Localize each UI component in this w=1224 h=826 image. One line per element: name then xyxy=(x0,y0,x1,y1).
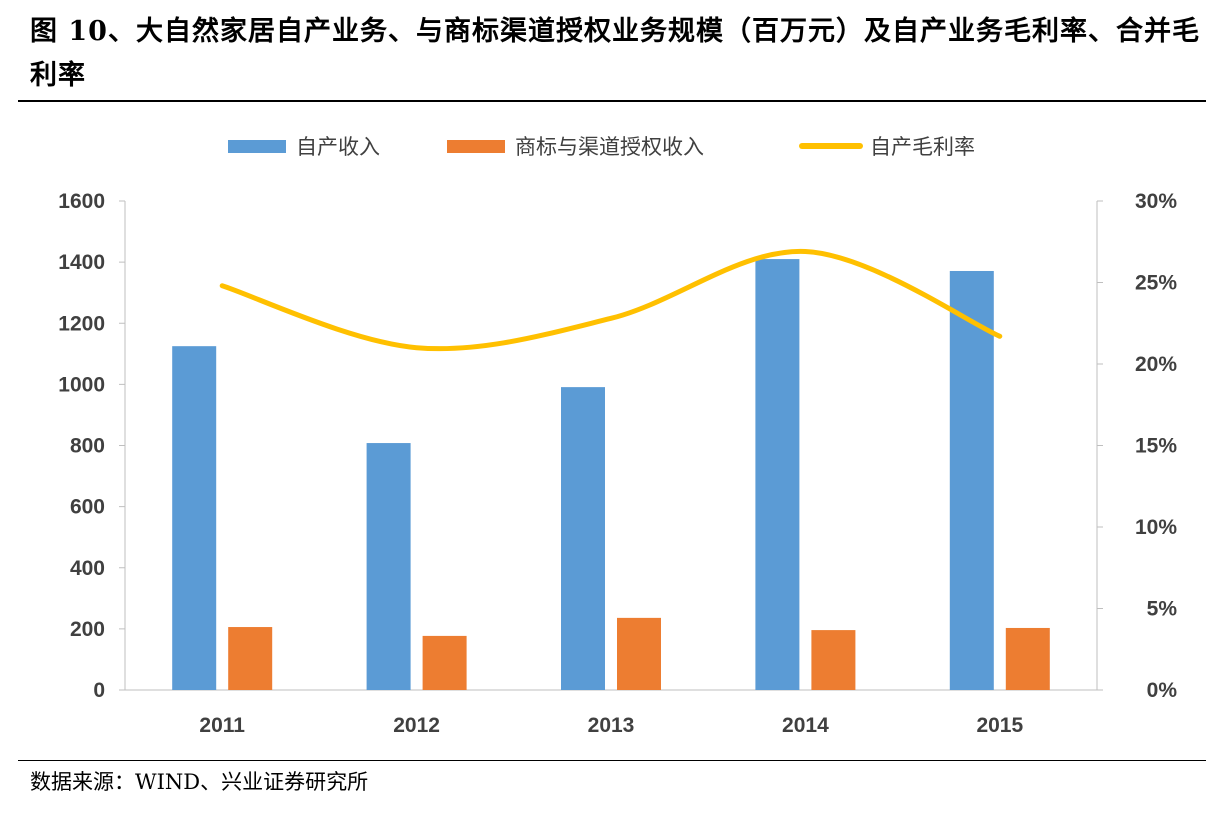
bar-self-produced-2015 xyxy=(949,270,994,690)
source-divider xyxy=(18,760,1206,761)
left-tick-label: 1600 xyxy=(58,190,105,213)
title-divider xyxy=(18,100,1206,102)
bar-licensing-2014 xyxy=(811,630,856,690)
bar-self-produced-2011 xyxy=(172,346,217,690)
left-tick-label: 200 xyxy=(70,618,105,641)
bar-licensing-2015 xyxy=(1005,627,1050,690)
left-tick-label: 400 xyxy=(70,557,105,580)
legend-label-2: 自产毛利率 xyxy=(870,135,975,159)
left-tick-label: 1200 xyxy=(58,312,105,335)
bar-licensing-2013 xyxy=(617,617,661,690)
right-tick-label: 30% xyxy=(1135,190,1177,213)
bar-self-produced-2013 xyxy=(561,387,605,690)
legend-label-0: 自产收入 xyxy=(296,135,380,159)
right-tick-label: 10% xyxy=(1135,516,1177,539)
right-tick-label: 15% xyxy=(1135,435,1177,458)
left-tick-label: 0 xyxy=(93,679,105,702)
right-tick-label: 0% xyxy=(1147,679,1178,702)
left-tick-label: 600 xyxy=(70,496,105,519)
bar-self-produced-2012 xyxy=(366,443,411,690)
x-tick-label: 2012 xyxy=(393,714,440,737)
bar-licensing-2012 xyxy=(422,635,467,690)
x-tick-label: 2015 xyxy=(976,714,1023,737)
left-tick-label: 1400 xyxy=(58,251,105,274)
bar-self-produced-2014 xyxy=(755,259,800,690)
line-gross-margin xyxy=(219,249,1003,352)
right-tick-label: 5% xyxy=(1147,598,1178,621)
x-tick-label: 2014 xyxy=(782,714,829,737)
left-tick-label: 800 xyxy=(70,435,105,458)
chart-title: 图 10、大自然家居自产业务、与商标渠道授权业务规模（百万元）及自产业务毛利率、… xyxy=(30,16,1200,91)
x-tick-label: 2011 xyxy=(199,714,245,737)
legend-swatch-1 xyxy=(447,140,505,153)
source-note: 数据来源：WIND、兴业证券研究所 xyxy=(30,770,369,794)
right-tick-label: 25% xyxy=(1135,272,1177,295)
bar-licensing-2011 xyxy=(228,627,273,690)
right-tick-label: 20% xyxy=(1135,353,1177,376)
legend-label-1: 商标与渠道授权收入 xyxy=(515,135,704,159)
legend-swatch-0 xyxy=(228,140,286,153)
left-tick-label: 1000 xyxy=(58,373,105,396)
x-tick-label: 2013 xyxy=(588,714,635,737)
